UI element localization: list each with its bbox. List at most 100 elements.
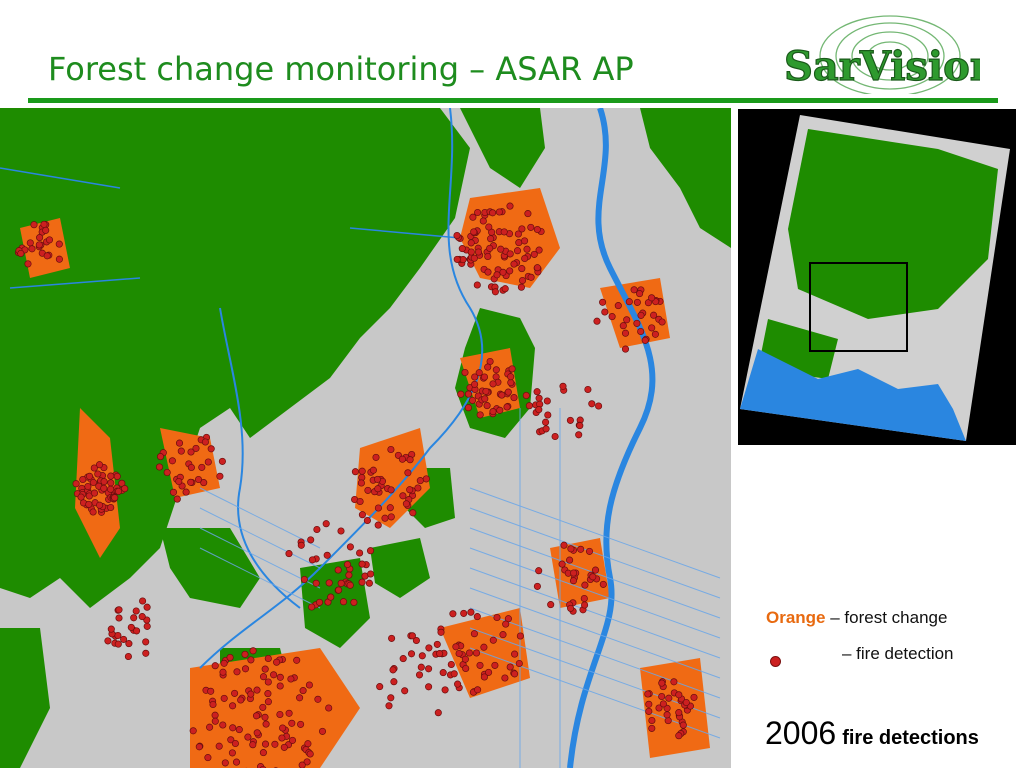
fire-detection-point	[464, 404, 472, 412]
fire-detection-point	[476, 661, 484, 669]
fire-detection-point	[369, 466, 377, 474]
fire-detection-point	[177, 447, 185, 455]
fire-detection-point	[501, 674, 509, 682]
fire-detection-point	[363, 516, 371, 525]
fire-detection-point	[518, 265, 526, 273]
fire-detection-point	[506, 250, 514, 258]
fire-detection-point	[470, 228, 478, 236]
fire-detection-point	[474, 686, 482, 694]
fire-detection-point	[219, 721, 227, 729]
fire-detection-point	[189, 727, 197, 735]
fire-detection-point	[511, 670, 519, 678]
fire-detection-point	[350, 598, 358, 606]
fire-detection-point	[530, 250, 538, 258]
legend-orange-word: Orange	[766, 608, 826, 627]
fire-detection-point	[285, 550, 293, 558]
fire-detection-point	[644, 299, 652, 307]
fire-detection-point	[547, 601, 555, 609]
fire-detection-point	[42, 226, 50, 234]
fire-detection-point	[467, 248, 475, 256]
fire-detection-point	[650, 311, 658, 319]
fire-detection-point	[285, 709, 293, 717]
fire-detection-point	[481, 395, 489, 403]
forest-area	[0, 108, 470, 608]
fire-detection-point	[484, 252, 492, 261]
fire-detection-point	[517, 283, 525, 291]
fire-detection-point	[113, 472, 121, 480]
fire-detection-point	[533, 264, 541, 272]
fire-detection-point	[497, 245, 505, 253]
fire-detection-point	[264, 698, 272, 706]
fire-detection-point	[623, 316, 631, 324]
fire-detection-point	[542, 425, 550, 433]
fire-detection-point	[407, 650, 416, 658]
fire-detection-point	[372, 453, 380, 461]
forest-area	[0, 628, 50, 768]
fire-detection-point	[346, 543, 354, 551]
legend-fire-text: – fire detection	[842, 644, 954, 663]
fire-detection-point	[406, 456, 414, 464]
fire-detection-point	[576, 422, 584, 430]
fire-detection-point	[249, 647, 257, 655]
fire-detection-point	[581, 601, 589, 609]
fire-detection-point	[288, 719, 296, 727]
fire-detection-point	[120, 635, 128, 643]
fire-detection-point	[621, 345, 630, 353]
fire-detection-point	[506, 267, 514, 275]
fire-detection-point	[449, 610, 457, 618]
fire-detection-point	[595, 402, 603, 410]
fire-detection-point	[630, 286, 638, 294]
fire-detection-point	[387, 694, 395, 702]
fire-detection-point	[207, 687, 215, 695]
fire-detection-point	[453, 255, 461, 263]
fire-detection-point	[305, 681, 313, 689]
fire-detection-point	[501, 285, 509, 293]
fire-detection-point	[484, 268, 492, 276]
fire-detection-point	[40, 220, 48, 228]
fire-detection-point	[114, 487, 123, 495]
fire-detection-point	[107, 479, 115, 487]
fire-detection-point	[493, 613, 501, 622]
year-caption: 2006 fire detections	[765, 715, 979, 752]
fire-detection-point	[665, 694, 673, 702]
fire-detection-point	[306, 750, 314, 758]
fire-detection-point	[584, 385, 592, 394]
fire-detection-point	[544, 411, 552, 419]
fire-detection-point	[264, 678, 272, 686]
fire-detection-point	[374, 504, 382, 512]
fire-detection-point	[276, 682, 284, 690]
fire-detection-point	[300, 575, 308, 584]
sarvision-logo-text: SarVision	[784, 43, 980, 90]
fire-detection-point	[575, 431, 583, 439]
fire-detection-point	[644, 690, 652, 698]
fire-detection-point	[259, 703, 267, 711]
fire-detection-point	[228, 749, 236, 757]
fire-detection-point	[163, 468, 171, 477]
fire-detection-point	[107, 472, 115, 480]
fire-detection-point	[491, 288, 499, 296]
fire-detection-point	[515, 239, 523, 247]
fire-detection-point	[498, 391, 506, 399]
fire-detection-point	[399, 655, 407, 663]
fire-detection-point	[28, 245, 36, 253]
fire-detection-point	[508, 365, 516, 373]
fire-detection-point	[513, 247, 522, 255]
fire-detection-point	[499, 268, 507, 276]
fire-detection-point	[204, 754, 212, 762]
fire-detection-point	[648, 294, 656, 302]
fire-detection-point	[358, 511, 366, 519]
fire-detection-point	[337, 527, 345, 535]
fire-detection-point	[470, 254, 478, 262]
fire-detection-point	[518, 225, 526, 233]
fire-detection-point	[227, 736, 235, 744]
fire-detection-point	[77, 493, 85, 501]
fire-detection-point	[418, 652, 426, 660]
fire-detection-point	[187, 478, 195, 486]
main-map	[0, 108, 731, 768]
fire-detection-point	[489, 408, 497, 416]
fire-detection-point	[388, 634, 396, 642]
fire-detection-point	[535, 567, 543, 575]
fire-detection-point	[211, 662, 219, 670]
fire-detection-point	[507, 373, 515, 381]
fire-detection-point	[489, 636, 497, 644]
